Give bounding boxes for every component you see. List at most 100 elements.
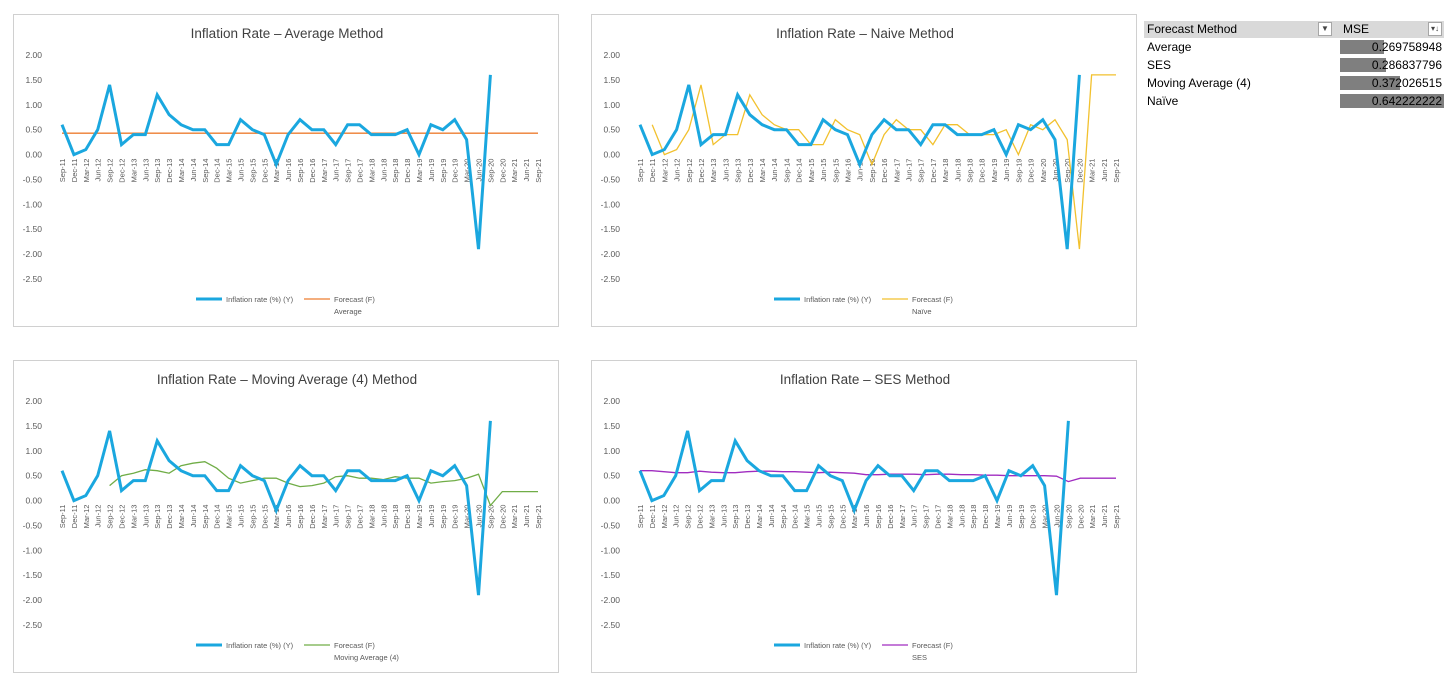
pivot-row[interactable]: Average 0.269758948 (1144, 38, 1444, 56)
pivot-row[interactable]: Naïve 0.642222222 (1144, 92, 1444, 110)
x-tick-label: Dec-20 (1076, 505, 1085, 529)
x-tick-label: Sep-18 (966, 159, 975, 183)
chart-title: Inflation Rate – SES Method (780, 372, 950, 387)
y-tick-label: 2.00 (25, 50, 42, 60)
legend-label-forecast-sub: SES (912, 653, 927, 662)
x-tick-label: Mar-20 (463, 505, 472, 529)
x-tick-label: Mar-19 (993, 505, 1002, 529)
x-tick-label: Jun-13 (721, 159, 730, 182)
x-tick-label: Dec-14 (791, 505, 800, 529)
header-mse[interactable]: MSE ▾↓ (1340, 21, 1444, 38)
mse-value: 0.372026515 (1371, 76, 1442, 90)
x-tick-label: Mar-20 (1039, 159, 1048, 183)
x-tick-label: Sep-17 (917, 159, 926, 183)
y-tick-label: -2.50 (23, 274, 43, 284)
y-tick-label: 0.00 (603, 496, 620, 506)
x-tick-label: Dec-19 (451, 159, 460, 183)
x-tick-label: Jun-15 (237, 505, 246, 528)
x-tick-label: Sep-11 (636, 505, 645, 529)
x-tick-label: Mar-20 (463, 159, 472, 183)
y-tick-label: -0.50 (601, 520, 621, 530)
x-tick-label: Jun-21 (1100, 159, 1109, 182)
y-tick-label: 1.00 (25, 100, 42, 110)
y-tick-label: 1.00 (603, 100, 620, 110)
mse-data-bar (1340, 40, 1384, 54)
x-tick-label: Jun-13 (141, 505, 150, 528)
x-tick-label: Mar-17 (320, 159, 329, 183)
y-tick-label: -1.00 (23, 545, 43, 555)
x-tick-label: Dec-20 (498, 505, 507, 529)
x-tick-label: Sep-21 (534, 159, 543, 183)
x-tick-label: Dec-19 (451, 505, 460, 529)
x-tick-label: Jun-12 (94, 159, 103, 182)
x-tick-label: Dec-16 (880, 159, 889, 183)
x-tick-label: Sep-14 (201, 505, 210, 529)
x-tick-label: Sep-18 (391, 159, 400, 183)
chart-average-svg: Inflation Rate – Average Method 2.00 1.50 1… (23, 26, 543, 316)
filter-dropdown-icon[interactable]: ▼ (1318, 22, 1332, 36)
x-tick-label: Mar-18 (941, 159, 950, 183)
x-tick-label: Jun-17 (332, 505, 341, 528)
y-tick-label: -2.00 (23, 595, 43, 605)
x-tick-label: Dec-13 (746, 159, 755, 183)
x-tick-label: Jun-19 (427, 159, 436, 182)
y-tick-label: -1.50 (23, 224, 43, 234)
mse-pivot-table: Forecast Method ▼ MSE ▾↓ Average 0.269758… (1144, 21, 1444, 110)
chart-ses-method: Inflation Rate – SES Method 2.00 1.50 1.00 0… (591, 360, 1137, 673)
x-tick-label: Mar-13 (129, 505, 138, 529)
legend-label-forecast-sub: Naïve (912, 307, 932, 316)
x-tick-label: Jun-20 (1051, 159, 1060, 182)
x-tick-label: Jun-20 (1053, 505, 1062, 528)
x-tick-label: Jun-20 (475, 159, 484, 182)
y-tick-label: 0.00 (25, 496, 42, 506)
mse-data-bar (1340, 94, 1444, 108)
x-tick-label: Dec-19 (1027, 159, 1036, 183)
x-tick-label: Sep-17 (344, 505, 353, 529)
x-tick-label: Sep-12 (684, 505, 693, 529)
x-tick-label: Sep-11 (636, 159, 645, 183)
legend-label-forecast: Forecast (F) (334, 295, 375, 304)
y-tick-label: -1.50 (23, 570, 43, 580)
x-tick-label: Mar-12 (82, 505, 91, 529)
forecast-method-cell: Average (1147, 40, 1192, 54)
x-tick-label: Sep-19 (1017, 505, 1026, 529)
y-tick-label: 1.00 (25, 446, 42, 456)
x-tick-label: Sep-16 (296, 159, 305, 183)
x-tick-label: Mar-21 (1088, 159, 1097, 183)
forecast-method-cell: Moving Average (4) (1147, 76, 1251, 90)
x-tick-label: Mar-21 (510, 505, 519, 529)
y-tick-label: 0.50 (25, 471, 42, 481)
x-tick-label: Jun-19 (427, 505, 436, 528)
x-tick-label: Jun-19 (1002, 159, 1011, 182)
mse-data-bar (1340, 76, 1401, 90)
x-tick-label: Jun-15 (819, 159, 828, 182)
x-tick-label: Mar-14 (177, 505, 186, 529)
sort-dropdown-icon[interactable]: ▾↓ (1428, 22, 1442, 36)
x-tick-label: Dec-17 (356, 159, 365, 183)
x-tick-label: Jun-16 (862, 505, 871, 528)
x-tick-label: Mar-15 (225, 159, 234, 183)
x-tick-label: Dec-13 (165, 505, 174, 529)
header-forecast-method[interactable]: Forecast Method ▼ (1144, 21, 1334, 38)
x-tick-label: Sep-21 (534, 505, 543, 529)
chart-naive-method: Inflation Rate – Naive Method 2.00 1.50 1.0… (591, 14, 1137, 327)
x-tick-label: Mar-18 (367, 159, 376, 183)
x-tick-label: Jun-18 (379, 159, 388, 182)
x-tick-label: Dec-11 (70, 159, 79, 183)
pivot-row[interactable]: Moving Average (4) 0.372026515 (1144, 74, 1444, 92)
x-tick-label: Jun-17 (332, 159, 341, 182)
x-tick-label: Dec-16 (886, 505, 895, 529)
x-tick-label: Dec-14 (213, 505, 222, 529)
x-tick-label: Mar-17 (898, 505, 907, 529)
x-tick-label: Jun-16 (284, 505, 293, 528)
x-tick-label: Sep-17 (922, 505, 931, 529)
x-tick-label: Sep-18 (391, 505, 400, 529)
pivot-row[interactable]: SES 0.286837796 (1144, 56, 1444, 74)
mse-value: 0.269758948 (1371, 40, 1442, 54)
chart-average-method: Inflation Rate – Average Method 2.00 1.50 1… (13, 14, 559, 327)
x-tick-label: Jun-14 (767, 505, 776, 528)
y-tick-label: -1.00 (601, 545, 621, 555)
x-tick-label: Sep-14 (779, 505, 788, 529)
y-tick-label: -2.50 (601, 274, 621, 284)
header-forecast-method-label: Forecast Method (1147, 22, 1238, 36)
